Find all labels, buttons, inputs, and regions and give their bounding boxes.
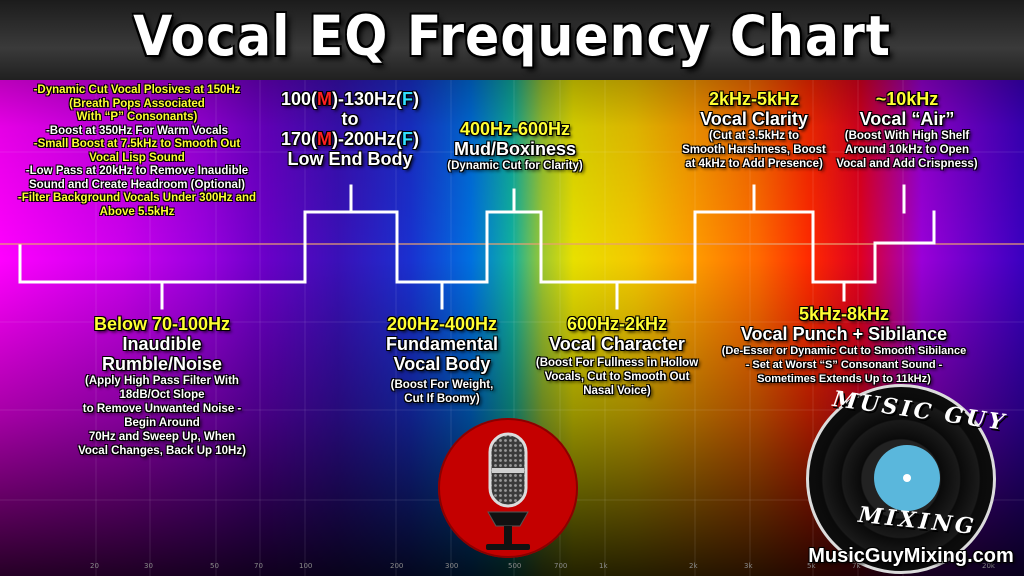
tip-line: Above 5.5kHz: [99, 205, 175, 218]
tip-line: Sound and Create Headroom (Optional): [29, 178, 245, 191]
band-air: ~10kHz Vocal “Air” (Boost With High Shel…: [832, 89, 982, 171]
tip-line: -Dynamic Cut Vocal Plosives at 150Hz: [33, 84, 241, 96]
clarity-title: 2kHz-5kHz: [708, 89, 800, 109]
air-desc: (Boost With High Shelf Around 10kHz to Op…: [836, 130, 978, 170]
axis-tick-label: 50: [210, 562, 219, 570]
axis-tick-label: 20: [90, 562, 99, 570]
axis-tick-label: 500: [508, 562, 522, 570]
sibilance-title: 5kHz-8kHz: [798, 304, 890, 324]
axis-tick-label: 70: [254, 562, 263, 570]
axis-tick-label: 30: [144, 562, 153, 570]
tip-line: With “P” Consonants): [76, 111, 198, 123]
band-rumble: Below 70-100Hz Inaudible Rumble/Noise (A…: [62, 314, 262, 458]
microphone-icon: [486, 432, 530, 550]
vocal-eq-tips: -Dynamic Cut Vocal Plosives at 150Hz (Bre…: [6, 84, 268, 219]
axis-tick-label: 3k: [744, 562, 753, 570]
eq-band-line: [18, 210, 936, 284]
axis-tick-label: 100: [299, 562, 313, 570]
low-end-subtitle: Low End Body: [287, 149, 413, 169]
low-end-to: to: [341, 109, 359, 129]
band-fundamental: 200Hz-400Hz Fundamental Vocal Body (Boos…: [362, 314, 522, 406]
record-hole-icon: [903, 474, 911, 482]
mud-subtitle: Mud/Boxiness: [453, 139, 577, 159]
tip-line: -Boost at 350Hz For Warm Vocals: [45, 124, 229, 137]
axis-tick-label: 7k: [852, 562, 861, 570]
rumble-desc: (Apply High Pass Filter With 18dB/Oct Slo…: [78, 375, 246, 457]
fundamental-title: 200Hz-400Hz: [386, 314, 498, 334]
microphone-badge: [438, 418, 578, 558]
rumble-subtitle-2: Rumble/Noise: [101, 354, 223, 374]
character-title: 600Hz-2kHz: [566, 314, 668, 334]
air-title: ~10kHz: [875, 89, 939, 109]
mud-desc: (Dynamic Cut for Clarity): [447, 160, 583, 172]
low-end-range-2: 170(M)-200Hz(F): [280, 129, 420, 149]
character-desc: (Boost For Fullness in Hollow Vocals, Cut…: [535, 357, 699, 397]
low-end-range-1: 100(M)-130Hz(F): [280, 89, 420, 109]
sibilance-desc: (De-Esser or Dynamic Cut to Smooth Sibil…: [721, 345, 967, 385]
axis-tick-label: 200: [390, 562, 404, 570]
rumble-title: Below 70-100Hz: [93, 314, 231, 334]
tip-line: (Breath Pops Associated: [69, 97, 205, 110]
mud-title: 400Hz-600Hz: [459, 119, 571, 139]
band-character: 600Hz-2kHz Vocal Character (Boost For Fu…: [527, 314, 707, 398]
axis-tick-label: 2k: [689, 562, 698, 570]
band-clarity: 2kHz-5kHz Vocal Clarity (Cut at 3.5kHz t…: [670, 89, 838, 171]
website-link[interactable]: MusicGuyMixing.com: [808, 545, 1014, 567]
band-low-end: 100(M)-130Hz(F) to 170(M)-200Hz(F) Low E…: [250, 89, 450, 169]
record-label-icon: [874, 445, 940, 511]
fundamental-subtitle-2: Vocal Body: [393, 354, 491, 374]
axis-tick-label: 5k: [807, 562, 816, 570]
tip-line: -Small Boost at 7.5kHz to Smooth Out: [33, 138, 241, 150]
band-sibilance: 5kHz-8kHz Vocal Punch + Sibilance (De-Es…: [706, 304, 982, 386]
axis-tick-label: 300: [445, 562, 459, 570]
sibilance-subtitle: Vocal Punch + Sibilance: [740, 324, 948, 344]
air-subtitle: Vocal “Air”: [859, 109, 955, 129]
frequency-axis: 203050701002003005007001k2k3k5k7k10k20k: [0, 562, 1024, 576]
band-mud: 400Hz-600Hz Mud/Boxiness (Dynamic Cut fo…: [430, 119, 600, 173]
axis-tick-label: 1k: [599, 562, 608, 570]
title-banner: [0, 0, 1024, 80]
rumble-subtitle-1: Inaudible: [122, 334, 202, 354]
music-guy-mixing-logo: [806, 384, 996, 574]
tip-line: -Filter Background Vocals Under 300Hz an…: [17, 192, 257, 204]
tip-line: Vocal Lisp Sound: [89, 151, 185, 164]
clarity-subtitle: Vocal Clarity: [700, 109, 808, 129]
fundamental-subtitle-1: Fundamental: [385, 334, 498, 354]
fundamental-desc: (Boost For Weight, Cut If Boomy): [390, 379, 494, 405]
tip-line: -Low Pass at 20kHz to Remove Inaudible: [25, 165, 249, 177]
axis-tick-label: 20k: [982, 562, 995, 570]
axis-tick-label: 700: [554, 562, 568, 570]
clarity-desc: (Cut at 3.5kHz to Smooth Harshness, Boost…: [682, 130, 826, 170]
page-title: Vocal EQ Frequency Chart: [133, 4, 891, 68]
character-subtitle: Vocal Character: [549, 334, 685, 354]
